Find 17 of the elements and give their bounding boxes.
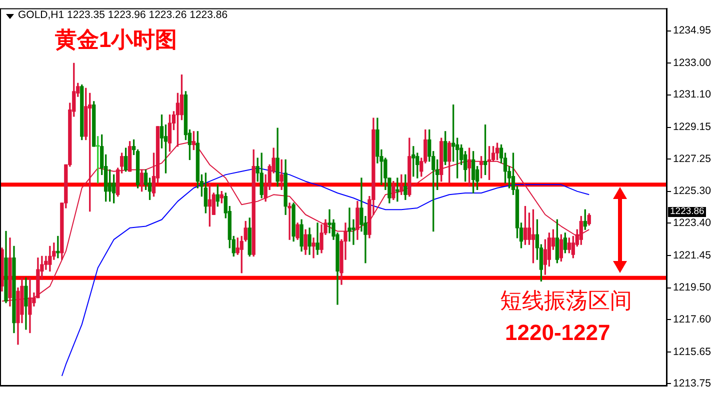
y-tick-label: 1213.75 bbox=[673, 377, 711, 390]
y-tick-label: 1219.50 bbox=[673, 282, 711, 294]
y-tick-label: 1225.30 bbox=[673, 185, 711, 198]
y-tick-label: 1229.15 bbox=[673, 121, 711, 134]
y-tick-label: 1221.45 bbox=[673, 249, 711, 262]
y-tick-label: 1234.95 bbox=[673, 24, 711, 37]
annotation: 1220-1227 bbox=[505, 320, 610, 346]
y-tick-label: 1215.65 bbox=[673, 346, 711, 358]
y-tick-label: 1217.60 bbox=[673, 313, 711, 326]
y-tick-label: 1223.40 bbox=[673, 216, 711, 229]
y-tick-label: 1227.25 bbox=[673, 152, 711, 165]
y-tick-label: 1231.10 bbox=[673, 88, 711, 101]
text: 1223.86 bbox=[668, 206, 706, 217]
y-tick-label: 1233.00 bbox=[673, 57, 711, 70]
text: 黄金1小时图 bbox=[55, 27, 178, 52]
annotation: 短线振荡区间 bbox=[500, 288, 632, 314]
annotation: GOLD,H1 1223.35 1223.96 1223.26 1223.86 bbox=[18, 9, 228, 22]
